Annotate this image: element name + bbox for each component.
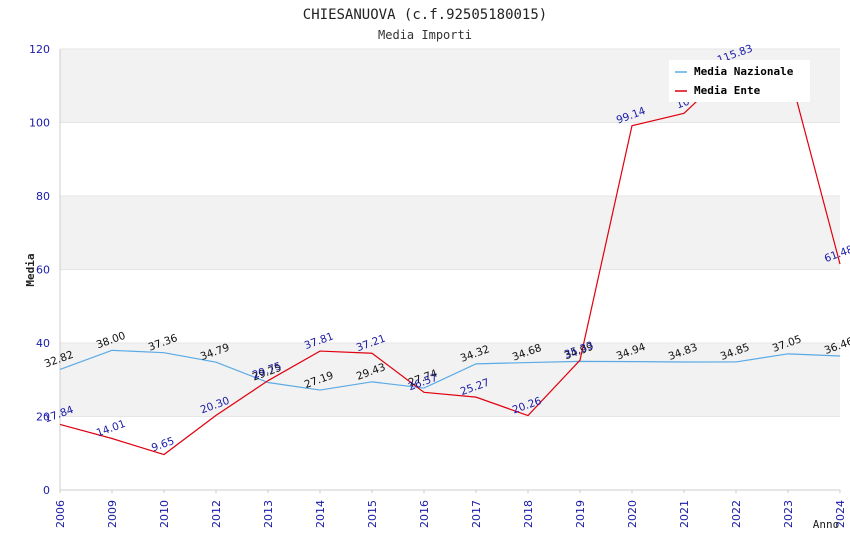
background-band xyxy=(60,269,840,343)
x-tick-label: 2012 xyxy=(210,500,223,528)
x-axis-ticks: 2006 2009 2010 2012 2013 2014 2015 2016 2017 2018… xyxy=(54,490,847,528)
background-band xyxy=(60,343,840,417)
line-media-nazionale xyxy=(59,349,841,391)
y-tick-label: 40 xyxy=(36,337,50,350)
chart-title: CHIESANUOVA (c.f.92505180015) xyxy=(303,7,547,23)
background-band xyxy=(60,196,840,270)
x-tick-label: 2023 xyxy=(782,500,795,528)
background-band xyxy=(60,416,840,490)
x-tick-label: 2019 xyxy=(574,500,587,528)
x-tick-label: 2024 xyxy=(834,500,847,528)
x-tick-label: 2014 xyxy=(314,500,327,528)
y-axis-label: Media xyxy=(24,253,37,286)
x-tick-label: 2021 xyxy=(678,500,691,528)
x-tick-label: 2022 xyxy=(730,500,743,528)
legend: Media Nazionale Media Ente xyxy=(669,60,810,102)
x-tick-label: 2016 xyxy=(418,500,431,528)
x-tick-label: 2015 xyxy=(366,500,379,528)
x-tick-label: 2010 xyxy=(158,500,171,528)
x-tick-label: 2017 xyxy=(470,500,483,528)
y-tick-label: 0 xyxy=(43,484,50,497)
legend-label-ente: Media Ente xyxy=(694,84,761,97)
x-tick-label: 2006 xyxy=(54,500,67,528)
legend-label-nazionale: Media Nazionale xyxy=(694,65,794,78)
y-tick-label: 100 xyxy=(29,117,50,130)
background-band xyxy=(60,122,840,196)
y-tick-label: 120 xyxy=(29,43,50,56)
y-axis-ticks: 0 20 40 60 80 100 120 xyxy=(29,43,50,497)
x-tick-label: 2020 xyxy=(626,500,639,528)
axes xyxy=(59,49,840,491)
y-tick-label: 80 xyxy=(36,190,50,203)
legend-box xyxy=(669,60,810,102)
y-tick-label: 20 xyxy=(36,411,50,424)
y-tick-label: 60 xyxy=(36,264,50,277)
x-tick-label: 2013 xyxy=(262,500,275,528)
x-tick-label: 2009 xyxy=(106,500,119,528)
x-tick-label: 2018 xyxy=(522,500,535,528)
x-axis-label: Anno xyxy=(813,518,840,531)
chart-subtitle: Media Importi xyxy=(378,28,472,42)
